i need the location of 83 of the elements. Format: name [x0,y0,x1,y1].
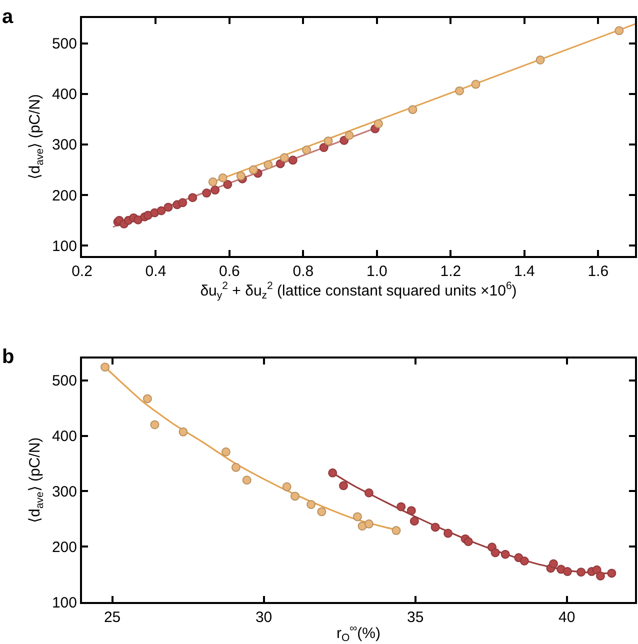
x-axis-title: r$_{O}$$^{∞}$(%) [336,622,381,644]
y-tick-label: 300 [52,483,77,500]
point [208,177,218,186]
point [392,526,401,536]
point [408,105,418,114]
point [364,488,374,498]
x-tick-label: 1.6 [588,262,609,280]
point [364,519,374,528]
x-tick-label: 0.4 [145,262,166,280]
chart-title: b [2,346,14,368]
point [340,136,349,145]
point [490,548,500,558]
y-tick-label: 100 [52,594,77,612]
point [280,153,289,162]
point [264,160,273,170]
point [455,86,464,96]
y-tick-label: 400 [52,86,77,104]
point [210,186,220,195]
point [236,171,246,180]
point [218,173,228,182]
point [607,568,616,578]
point [471,80,480,89]
y-tick-label: 400 [52,428,77,446]
point [248,165,258,174]
point [242,476,252,485]
point [406,506,416,516]
point [100,362,110,372]
x-tick-label: 35 [406,609,424,626]
point [328,468,338,478]
point [223,180,232,189]
point [352,512,362,522]
chart-title: a [2,6,14,28]
point [339,481,348,490]
point [500,550,510,559]
point [178,427,188,436]
y-tick-label: 100 [52,238,77,255]
point [142,394,152,404]
point [156,206,166,216]
x-tick-label: 30 [255,609,272,626]
text: δu$_{y}$$^{2}$ + δu$_{z}$$^{2}$ (lattice constant squared units ×10$^{6}$) [200,280,517,302]
point [520,556,529,566]
point [464,537,473,546]
point [302,146,312,155]
x-tick-label: 25 [104,609,121,626]
y-tick-label: 200 [52,187,77,204]
point [562,567,572,576]
point [288,156,298,165]
x-tick-label: 0.6 [219,262,240,280]
x-tick-label: 1.0 [366,262,388,280]
point [164,202,173,212]
point [134,215,143,224]
x-tick-label: 1.2 [440,262,462,280]
point [576,568,586,577]
point [188,193,198,202]
point [548,559,558,568]
y-tick-label: 200 [52,538,77,556]
x-tick-label: 0.2 [72,262,92,280]
point [202,188,212,198]
point [596,571,605,580]
point [290,492,300,501]
point [536,55,545,64]
x-tick-label: 1.4 [514,262,535,280]
y-tick-label: 500 [52,36,77,53]
x-tick-label: 0.8 [292,262,314,280]
x-tick-label: 40 [558,609,576,626]
point [319,143,328,152]
point [317,507,326,516]
point [410,516,419,526]
point [396,502,406,512]
y-tick-label: 500 [52,372,77,390]
point [221,447,230,456]
point [614,26,624,36]
point [178,198,188,208]
point [374,119,383,128]
point [231,462,240,472]
point [150,420,160,430]
point [444,528,453,538]
point [344,130,354,140]
point [282,482,292,492]
point [324,136,333,146]
point [430,522,440,532]
point [306,500,316,509]
y-tick-label: 300 [52,136,77,154]
